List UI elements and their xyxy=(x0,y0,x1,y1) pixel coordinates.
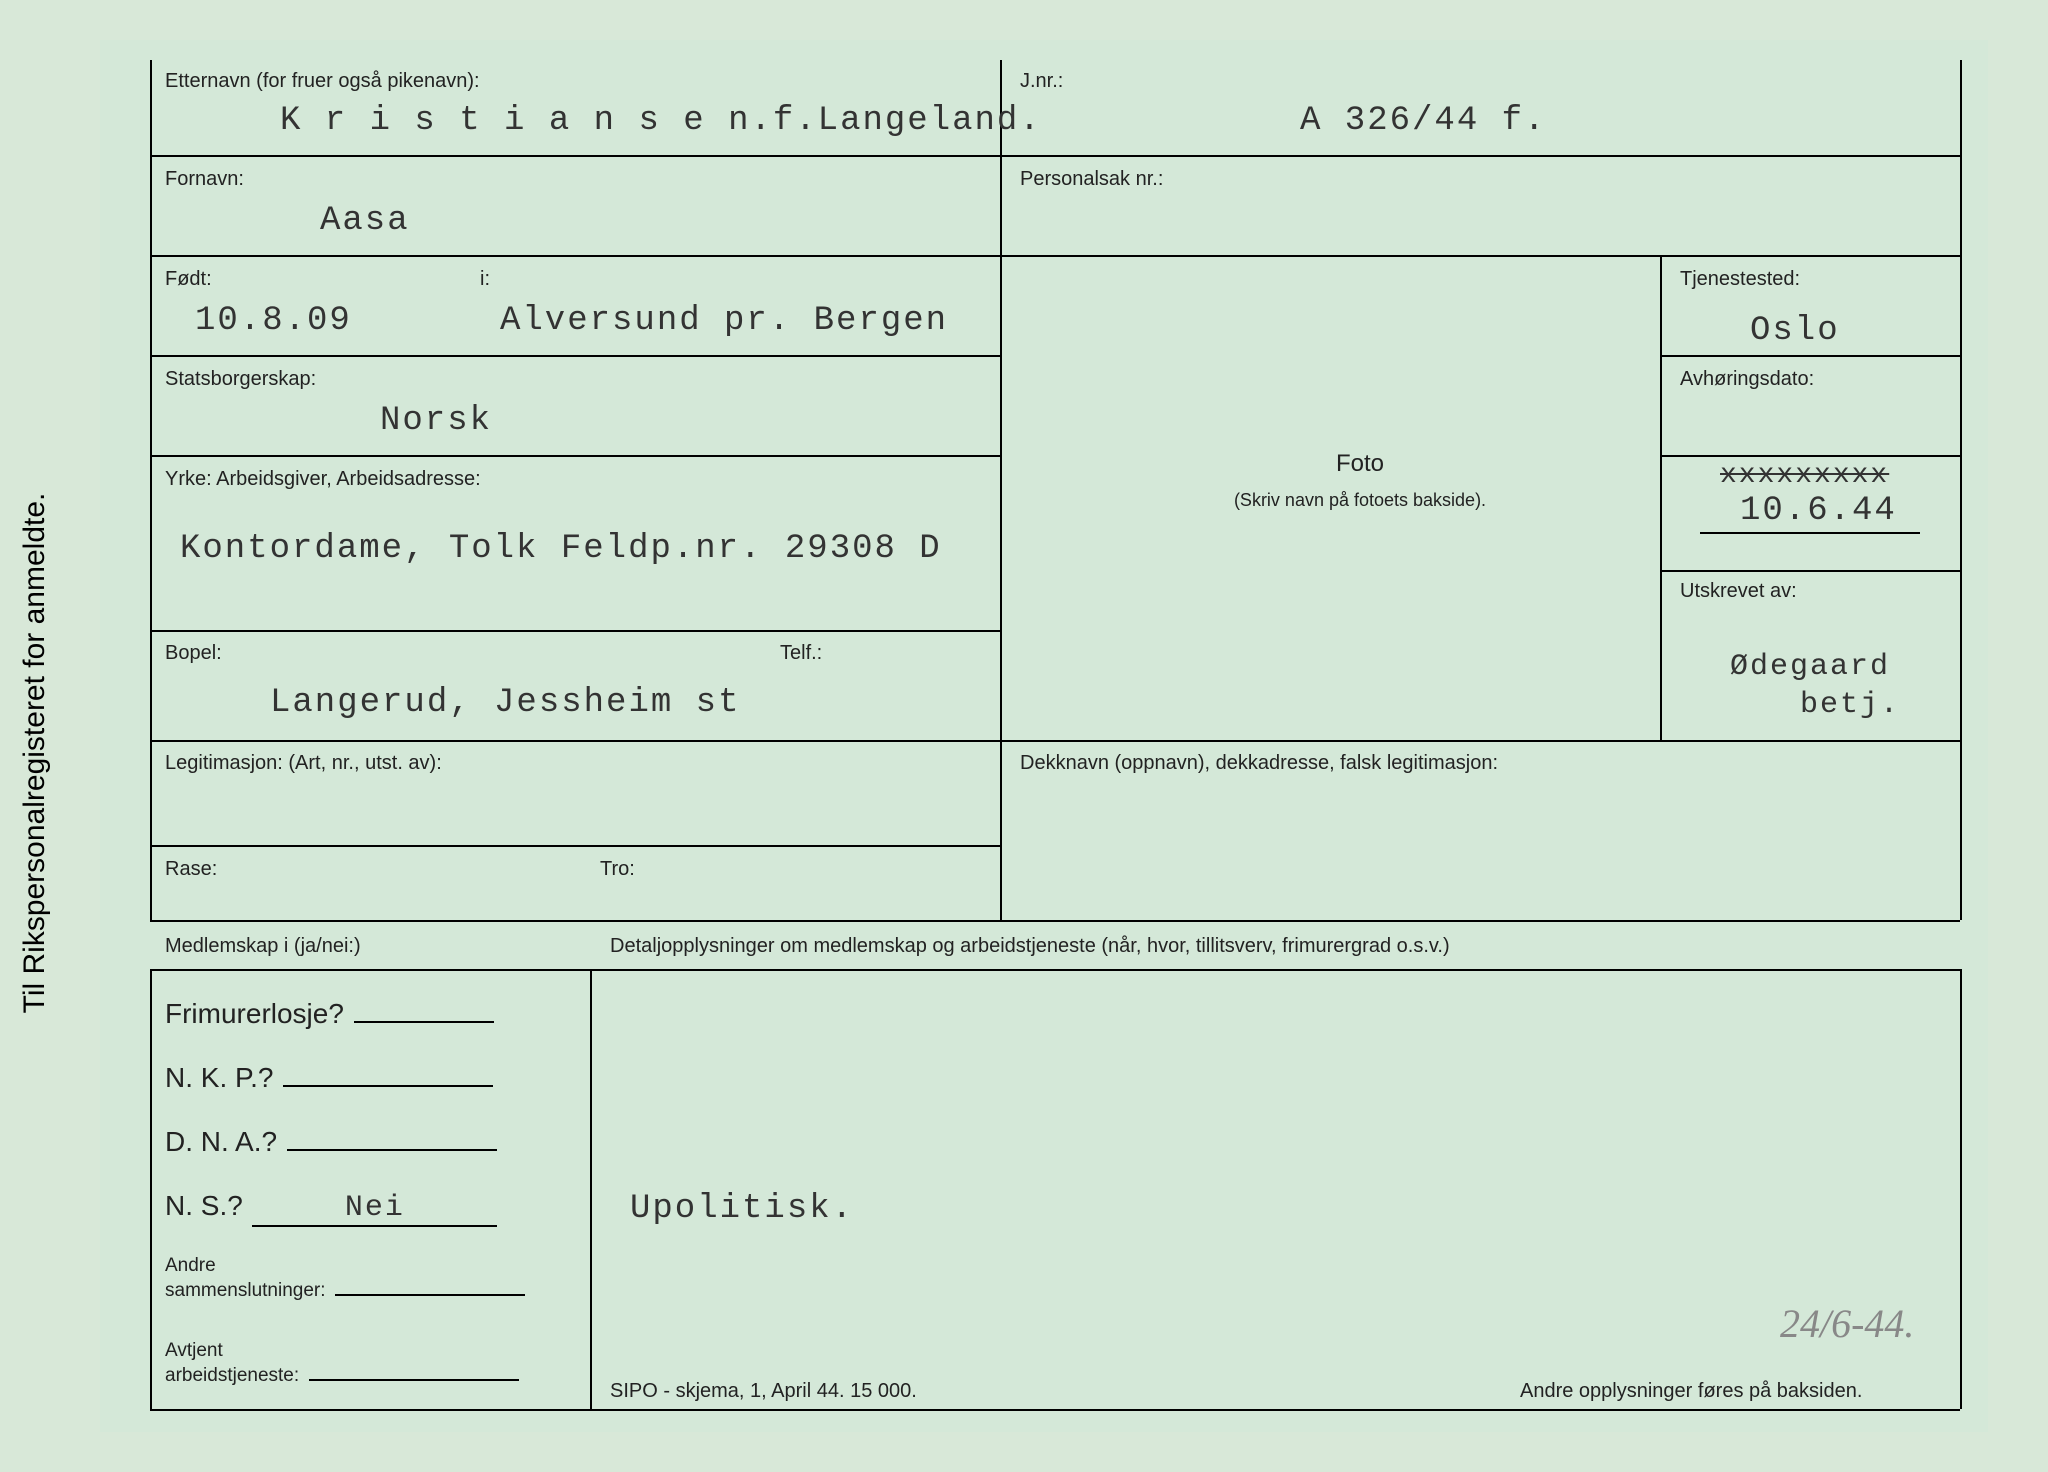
yrke-label: Yrke: Arbeidsgiver, Arbeidsadresse: xyxy=(165,468,481,491)
utskrevet-value1: Ødegaard xyxy=(1730,650,1890,684)
registration-card: Etternavn (for fruer også pikenavn): K r… xyxy=(100,40,1988,1432)
ns-value: Nei xyxy=(252,1191,497,1227)
fornavn-value: Aasa xyxy=(320,202,410,240)
andre-samm-value xyxy=(335,1294,525,1296)
divider xyxy=(150,255,1960,257)
utskrevet-label: Utskrevet av: xyxy=(1680,580,1797,603)
jnr-label: J.nr.: xyxy=(1020,70,1063,93)
divider xyxy=(150,355,1000,357)
nkp-value xyxy=(283,1085,493,1087)
telf-label: Telf.: xyxy=(780,642,822,665)
divider xyxy=(150,1409,1960,1411)
medlemskap-label: Medlemskap i (ja/nei:) xyxy=(165,935,361,958)
statsborgerskap-value: Norsk xyxy=(380,402,492,440)
avhoringsdato-struck: xxxxxxxxx xyxy=(1720,460,1889,491)
avtjent-label2: arbeidstjeneste: xyxy=(165,1365,299,1386)
divider xyxy=(150,740,1960,742)
tjenestested-value: Oslo xyxy=(1750,312,1840,350)
dna-label: D. N. A.? xyxy=(165,1126,277,1157)
jnr-value: A 326/44 f. xyxy=(1300,102,1546,140)
divider xyxy=(150,845,1000,847)
legitimasjon-label: Legitimasjon: (Art, nr., utst. av): xyxy=(165,752,442,775)
detaljopplysninger-label: Detaljopplysninger om medlemskap og arbe… xyxy=(610,935,1450,958)
dna-value xyxy=(287,1149,497,1151)
dekknavn-label: Dekknavn (oppnavn), dekkadresse, falsk l… xyxy=(1020,752,1498,775)
divider xyxy=(1960,969,1962,1409)
i-label: i: xyxy=(480,268,490,291)
divider xyxy=(1660,570,1960,572)
tro-label: Tro: xyxy=(600,858,635,881)
foto-label: Foto xyxy=(1200,450,1520,478)
divider xyxy=(1960,60,1962,920)
divider xyxy=(150,630,1000,632)
side-label: Til Rikspersonalregisteret for anmeldte. xyxy=(18,493,52,1014)
footer-right: Andre opplysninger føres på baksiden. xyxy=(1520,1380,1862,1403)
fodt-value: 10.8.09 xyxy=(195,302,352,340)
nkp-label: N. K. P.? xyxy=(165,1062,273,1093)
etternavn-value: K r i s t i a n s e n.f.Langeland. xyxy=(280,102,1042,140)
i-value: Alversund pr. Bergen xyxy=(500,302,948,340)
avhoringsdato-label: Avhøringsdato: xyxy=(1680,368,1814,391)
divider xyxy=(150,155,1960,157)
avhoringsdato-value: 10.6.44 xyxy=(1740,492,1897,530)
frimurerlosje-label: Frimurerlosje? xyxy=(165,998,344,1029)
fodt-label: Født: xyxy=(165,268,212,291)
divider xyxy=(1660,355,1960,357)
frimurerlosje-value xyxy=(354,1021,494,1023)
bopel-label: Bopel: xyxy=(165,642,222,665)
divider xyxy=(150,60,152,920)
avtjent-label1: Avtjent xyxy=(165,1340,223,1362)
divider xyxy=(1000,60,1002,920)
divider xyxy=(150,969,1960,971)
handwritten-date: 24/6-44. xyxy=(1780,1300,1914,1347)
footer-form: SIPO - skjema, 1, April 44. 15 000. xyxy=(610,1380,917,1403)
statsborgerskap-label: Statsborgerskap: xyxy=(165,368,316,391)
fornavn-label: Fornavn: xyxy=(165,168,244,191)
tjenestested-label: Tjenestested: xyxy=(1680,268,1800,291)
etternavn-label: Etternavn (for fruer også pikenavn): xyxy=(165,70,480,93)
andre-samm-label2: sammenslutninger: xyxy=(165,1280,326,1301)
utskrevet-value2: betj. xyxy=(1800,688,1900,722)
personalsak-label: Personalsak nr.: xyxy=(1020,168,1163,191)
upolitisk-value: Upolitisk. xyxy=(630,1190,854,1228)
divider xyxy=(1660,255,1662,740)
ns-label: N. S.? xyxy=(165,1190,243,1221)
bopel-value: Langerud, Jessheim st xyxy=(270,684,740,722)
foto-sub: (Skriv navn på fotoets bakside). xyxy=(1200,490,1520,511)
divider xyxy=(1700,532,1920,534)
divider xyxy=(150,455,1000,457)
divider xyxy=(150,969,152,1409)
yrke-value: Kontordame, Tolk Feldp.nr. 29308 D xyxy=(180,530,942,568)
divider xyxy=(1660,455,1960,457)
divider xyxy=(150,920,1960,922)
divider xyxy=(590,969,592,1409)
andre-samm-label1: Andre xyxy=(165,1255,216,1277)
rase-label: Rase: xyxy=(165,858,217,881)
avtjent-value xyxy=(309,1379,519,1381)
